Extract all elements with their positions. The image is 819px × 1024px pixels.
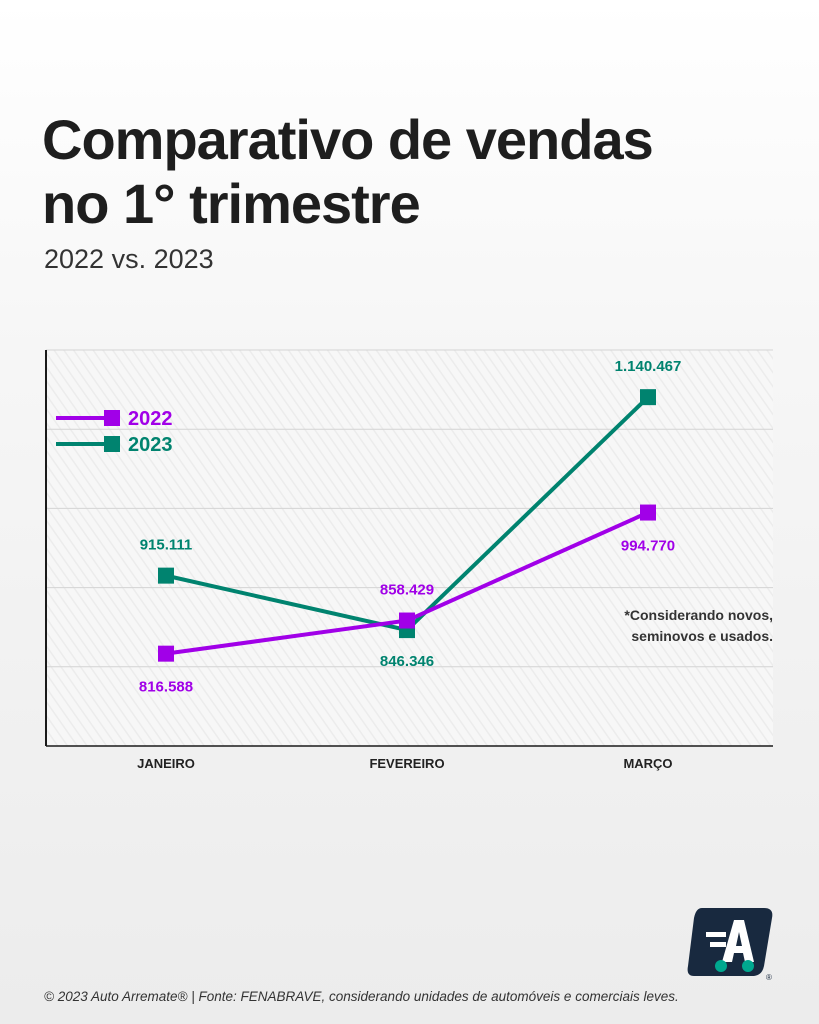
annotation-note: seminovos e usados. (631, 628, 773, 644)
logo-registered-mark: ® (766, 973, 772, 982)
page-title: Comparativo de vendas no 1° trimestre (42, 108, 802, 236)
data-point-2022 (399, 612, 415, 629)
legend-label-2023: 2023 (128, 434, 173, 456)
data-point-2023 (640, 389, 656, 406)
x-tick-label: FEVEREIRO (369, 756, 444, 771)
data-label-2022: 858.429 (380, 582, 434, 599)
logo-letter-a (722, 920, 754, 962)
logo-speed-line-2 (710, 942, 726, 947)
x-tick-label: MARÇO (623, 756, 672, 771)
plot-background (46, 350, 773, 746)
legend-label-2022: 2022 (128, 408, 173, 430)
data-label-2023: 915.111 (140, 537, 193, 554)
logo-wheel-1 (715, 960, 727, 972)
logo-speed-line-1 (706, 932, 726, 937)
data-point-2022 (640, 504, 656, 521)
subtitle: 2022 vs. 2023 (44, 244, 214, 274)
auto-arremate-logo: ® (687, 908, 773, 982)
footer-credits: © 2023 Auto Arremate® | Fonte: FENABRAVE… (44, 989, 679, 1004)
data-label-2022: 994.770 (621, 538, 675, 555)
legend-marker-2022 (104, 410, 120, 426)
annotation-note: *Considerando novos, (624, 607, 773, 623)
data-label-2022: 816.588 (139, 679, 193, 696)
data-label-2023: 846.346 (380, 653, 434, 670)
x-tick-label: JANEIRO (137, 756, 195, 771)
data-point-2022 (158, 645, 174, 662)
logo-wheel-2 (742, 960, 754, 972)
line-chart: JANEIRO FEVEREIRO MARÇO 816.588 858.429 994.7… (45, 349, 773, 771)
title-line-2: no 1° trimestre (42, 172, 421, 235)
title-line-1: Comparativo de vendas (42, 108, 654, 171)
data-label-2023: 1.140.467 (615, 358, 682, 375)
data-point-2023 (158, 567, 174, 584)
legend-marker-2023 (104, 436, 120, 452)
